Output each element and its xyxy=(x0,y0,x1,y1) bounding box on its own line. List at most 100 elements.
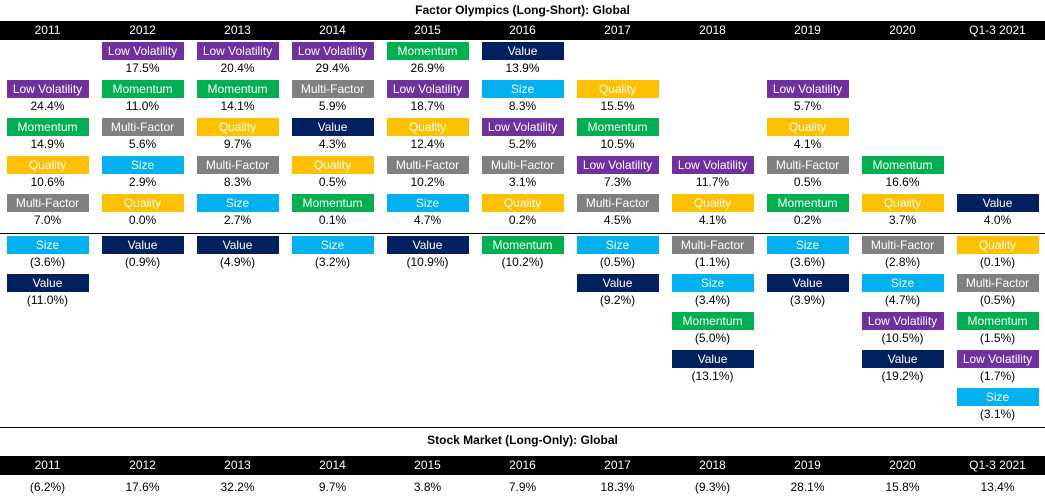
market-year-header-9: 2020 xyxy=(889,458,916,472)
market-year-header-3: 2014 xyxy=(319,458,346,472)
factor-badge: Quality xyxy=(766,118,849,136)
market-return-value: 7.9% xyxy=(508,480,537,494)
factor-badge: Momentum xyxy=(196,80,279,98)
factor-badge: Low Volatility xyxy=(861,312,944,330)
factor-badge: Value xyxy=(671,350,754,368)
market-year-header-1: 2012 xyxy=(129,458,156,472)
factor-return-label: 9.7% xyxy=(223,137,252,151)
factor-return-label: 16.6% xyxy=(885,175,920,189)
factor-return-label: (5.0%) xyxy=(694,331,731,345)
market-year-header-5: 2016 xyxy=(509,458,536,472)
factor-return-label: 26.9% xyxy=(410,61,445,75)
factor-badge: Value xyxy=(291,118,374,136)
factor-badge: Multi-Factor xyxy=(291,80,374,98)
factor-badge: Multi-Factor xyxy=(386,156,469,174)
factor-badge: Quality xyxy=(196,118,279,136)
market-return-value: 32.2% xyxy=(220,480,255,494)
factor-return-label: (10.9%) xyxy=(406,255,449,269)
factor-badge: Low Volatility xyxy=(766,80,849,98)
factor-return-label: 0.2% xyxy=(793,213,822,227)
factor-return-label: (3.2%) xyxy=(314,255,351,269)
factor-badge: Quality xyxy=(481,194,564,212)
market-return-value: 3.8% xyxy=(413,480,442,494)
factor-badge: Momentum xyxy=(956,312,1039,330)
market-year-header-10: Q1-3 2021 xyxy=(969,458,1026,472)
factor-return-label: (4.9%) xyxy=(219,255,256,269)
section-divider-line xyxy=(0,427,1045,428)
factor-return-label: (10.2%) xyxy=(501,255,544,269)
factor-badge: Momentum xyxy=(386,42,469,60)
factor-badge: Quality xyxy=(386,118,469,136)
factor-badge: Momentum xyxy=(766,194,849,212)
market-year-header-6: 2017 xyxy=(604,458,631,472)
factor-return-label: 7.3% xyxy=(603,175,632,189)
factor-return-label: 4.0% xyxy=(983,213,1012,227)
factor-badge: Quality xyxy=(576,80,659,98)
factor-return-label: 10.2% xyxy=(410,175,445,189)
factor-badge: Multi-Factor xyxy=(6,194,89,212)
market-return-value: 17.6% xyxy=(125,480,160,494)
factor-return-label: 0.5% xyxy=(318,175,347,189)
market-year-header-2: 2013 xyxy=(224,458,251,472)
year-header-10: Q1-3 2021 xyxy=(969,23,1026,37)
year-header-row: 2011 2012 2013 2014 2015 2016 2017 2018 2019 2020… xyxy=(0,21,1045,40)
factor-return-label: (10.5%) xyxy=(881,331,924,345)
factor-return-label: (3.6%) xyxy=(29,255,66,269)
factor-return-label: 0.2% xyxy=(508,213,537,227)
factor-badge: Quality xyxy=(861,194,944,212)
market-return-value: 9.7% xyxy=(318,480,347,494)
factor-badge: Value xyxy=(576,274,659,292)
factor-badge: Size xyxy=(386,194,469,212)
factor-return-label: 5.2% xyxy=(508,137,537,151)
factor-return-label: 14.1% xyxy=(220,99,255,113)
market-return-value: 28.1% xyxy=(790,480,825,494)
factor-return-label: 18.7% xyxy=(410,99,445,113)
market-return-value: (6.2%) xyxy=(29,480,66,494)
factor-return-label: 10.6% xyxy=(30,175,65,189)
factor-badge: Size xyxy=(861,274,944,292)
zero-divider-line xyxy=(0,233,1045,234)
factor-return-label: 17.5% xyxy=(125,61,160,75)
factor-badge: Multi-Factor xyxy=(766,156,849,174)
factor-badge: Low Volatility xyxy=(101,42,184,60)
factor-badge: Multi-Factor xyxy=(956,274,1039,292)
factor-return-label: (1.1%) xyxy=(694,255,731,269)
factor-badge: Momentum xyxy=(101,80,184,98)
factor-return-label: (1.5%) xyxy=(979,331,1016,345)
factor-badge: Momentum xyxy=(576,118,659,136)
factor-return-label: 4.1% xyxy=(793,137,822,151)
factor-badge: Size xyxy=(671,274,754,292)
factor-badge: Size xyxy=(481,80,564,98)
factor-return-label: 4.7% xyxy=(413,213,442,227)
factor-return-label: (3.9%) xyxy=(789,293,826,307)
factor-return-label: (3.6%) xyxy=(789,255,826,269)
factor-return-label: 4.3% xyxy=(318,137,347,151)
factor-return-label: 3.1% xyxy=(508,175,537,189)
factor-badge: Multi-Factor xyxy=(671,236,754,254)
factor-badge: Momentum xyxy=(481,236,564,254)
factor-return-label: 14.9% xyxy=(30,137,65,151)
factor-badge: Low Volatility xyxy=(6,80,89,98)
factor-badge: Size xyxy=(766,236,849,254)
market-year-header-0: 2011 xyxy=(34,458,61,472)
factor-badge: Low Volatility xyxy=(386,80,469,98)
factor-return-label: 8.3% xyxy=(508,99,537,113)
market-title: Stock Market (Long-Only): Global xyxy=(427,433,618,447)
chart-title: Factor Olympics (Long-Short): Global xyxy=(415,3,630,17)
factor-return-label: (9.2%) xyxy=(599,293,636,307)
factor-badge: Quality xyxy=(6,156,89,174)
year-header-9: 2020 xyxy=(889,23,916,37)
factor-return-label: 13.9% xyxy=(505,61,540,75)
factor-badge: Low Volatility xyxy=(956,350,1039,368)
factor-badge: Multi-Factor xyxy=(196,156,279,174)
market-return-value: (9.3%) xyxy=(694,480,731,494)
year-header-3: 2014 xyxy=(319,23,346,37)
factor-return-label: 4.5% xyxy=(603,213,632,227)
factor-badge: Size xyxy=(956,388,1039,406)
factor-badge: Size xyxy=(576,236,659,254)
factor-badge: Size xyxy=(101,156,184,174)
year-header-5: 2016 xyxy=(509,23,536,37)
market-year-header-4: 2015 xyxy=(414,458,441,472)
factor-return-label: 11.7% xyxy=(695,175,730,189)
